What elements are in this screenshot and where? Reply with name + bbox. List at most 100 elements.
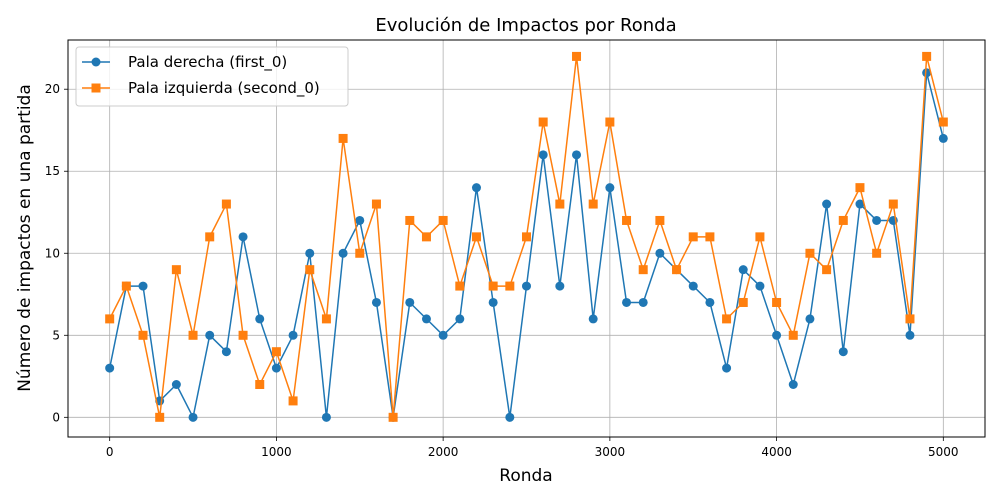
data-point-first <box>638 297 648 307</box>
x-tick-label: 0 <box>106 445 114 459</box>
data-point-second <box>655 215 665 225</box>
data-point-first <box>805 314 815 324</box>
data-point-first <box>838 347 848 357</box>
data-point-second <box>438 215 448 225</box>
data-point-second <box>855 183 865 193</box>
data-point-second <box>822 265 832 275</box>
x-tick-label: 5000 <box>928 445 959 459</box>
x-tick-label: 4000 <box>761 445 792 459</box>
data-point-first <box>171 380 181 390</box>
data-point-second <box>772 297 782 307</box>
data-point-second <box>371 199 381 209</box>
data-point-first <box>705 297 715 307</box>
data-point-first <box>321 412 331 422</box>
y-axis-ticks: 0 5 10 15 20 <box>45 82 68 424</box>
data-point-second <box>255 380 265 390</box>
data-point-first <box>572 150 582 160</box>
data-point-first <box>421 314 431 324</box>
data-point-first <box>822 199 832 209</box>
data-point-second <box>588 199 598 209</box>
data-point-second <box>705 232 715 242</box>
data-point-first <box>722 363 732 373</box>
data-point-second <box>605 117 615 127</box>
data-point-first <box>355 215 365 225</box>
data-point-second <box>838 215 848 225</box>
y-tick-label: 15 <box>45 164 60 178</box>
x-axis-ticks: 0 1000 2000 3000 4000 5000 <box>106 437 959 459</box>
legend-label-second: Pala izquierda (second_0) <box>128 79 320 98</box>
data-point-first <box>488 297 498 307</box>
data-point-second <box>305 265 315 275</box>
data-point-first <box>622 297 632 307</box>
chart-title: Evolución de Impactos por Ronda <box>375 15 676 36</box>
data-point-first <box>655 248 665 258</box>
data-point-second <box>121 281 131 291</box>
legend-box <box>75 46 349 107</box>
data-point-second <box>555 199 565 209</box>
series-line-first <box>108 72 945 419</box>
data-point-second <box>288 396 298 406</box>
data-point-first <box>688 281 698 291</box>
data-point-first <box>905 330 915 340</box>
data-point-first <box>455 314 465 324</box>
data-point-second <box>488 281 498 291</box>
y-tick-label: 0 <box>52 410 60 424</box>
data-point-second <box>688 232 698 242</box>
data-point-first <box>772 330 782 340</box>
series-layer <box>105 51 948 422</box>
data-point-first <box>855 199 865 209</box>
data-point-second <box>905 314 915 324</box>
data-point-second <box>805 248 815 258</box>
data-point-second <box>105 314 115 324</box>
data-point-second <box>922 51 932 61</box>
data-point-second <box>238 330 248 340</box>
data-point-second <box>338 133 348 143</box>
data-point-first <box>305 248 315 258</box>
data-point-first <box>271 363 281 373</box>
data-point-first <box>188 412 198 422</box>
y-axis-label: Número de impactos en una partida <box>15 84 35 392</box>
data-point-first <box>755 281 765 291</box>
data-point-second <box>421 232 431 242</box>
data-point-first <box>788 380 798 390</box>
legend-marker-second <box>91 83 101 93</box>
data-point-first <box>738 265 748 275</box>
data-point-first <box>522 281 531 291</box>
data-point-second <box>672 265 682 275</box>
series-first <box>105 68 948 422</box>
data-point-second <box>505 281 515 291</box>
data-point-first <box>555 281 565 291</box>
data-point-second <box>522 232 531 242</box>
data-point-first <box>338 248 348 258</box>
data-point-first <box>105 363 115 373</box>
data-point-first <box>405 297 415 307</box>
data-point-second <box>538 117 548 127</box>
data-point-first <box>505 412 515 422</box>
data-point-second <box>622 215 632 225</box>
data-point-first <box>288 330 298 340</box>
data-point-second <box>872 248 882 258</box>
data-point-first <box>471 183 481 193</box>
data-point-second <box>455 281 465 291</box>
y-tick-label: 20 <box>45 82 60 96</box>
data-point-first <box>588 314 598 324</box>
data-point-second <box>271 347 281 357</box>
data-point-second <box>155 412 165 422</box>
y-tick-label: 5 <box>52 328 60 342</box>
data-point-second <box>205 232 215 242</box>
x-axis-label: Ronda <box>499 466 552 486</box>
data-point-second <box>572 51 582 61</box>
data-point-second <box>405 215 415 225</box>
legend-marker-first <box>91 57 101 67</box>
data-point-second <box>722 314 732 324</box>
data-point-first <box>371 297 381 307</box>
data-point-first <box>872 215 882 225</box>
data-point-first <box>221 347 231 357</box>
data-point-second <box>321 314 331 324</box>
data-point-first <box>605 183 615 193</box>
data-point-first <box>922 68 932 78</box>
data-point-first <box>205 330 215 340</box>
data-point-second <box>138 330 148 340</box>
data-point-second <box>738 297 748 307</box>
